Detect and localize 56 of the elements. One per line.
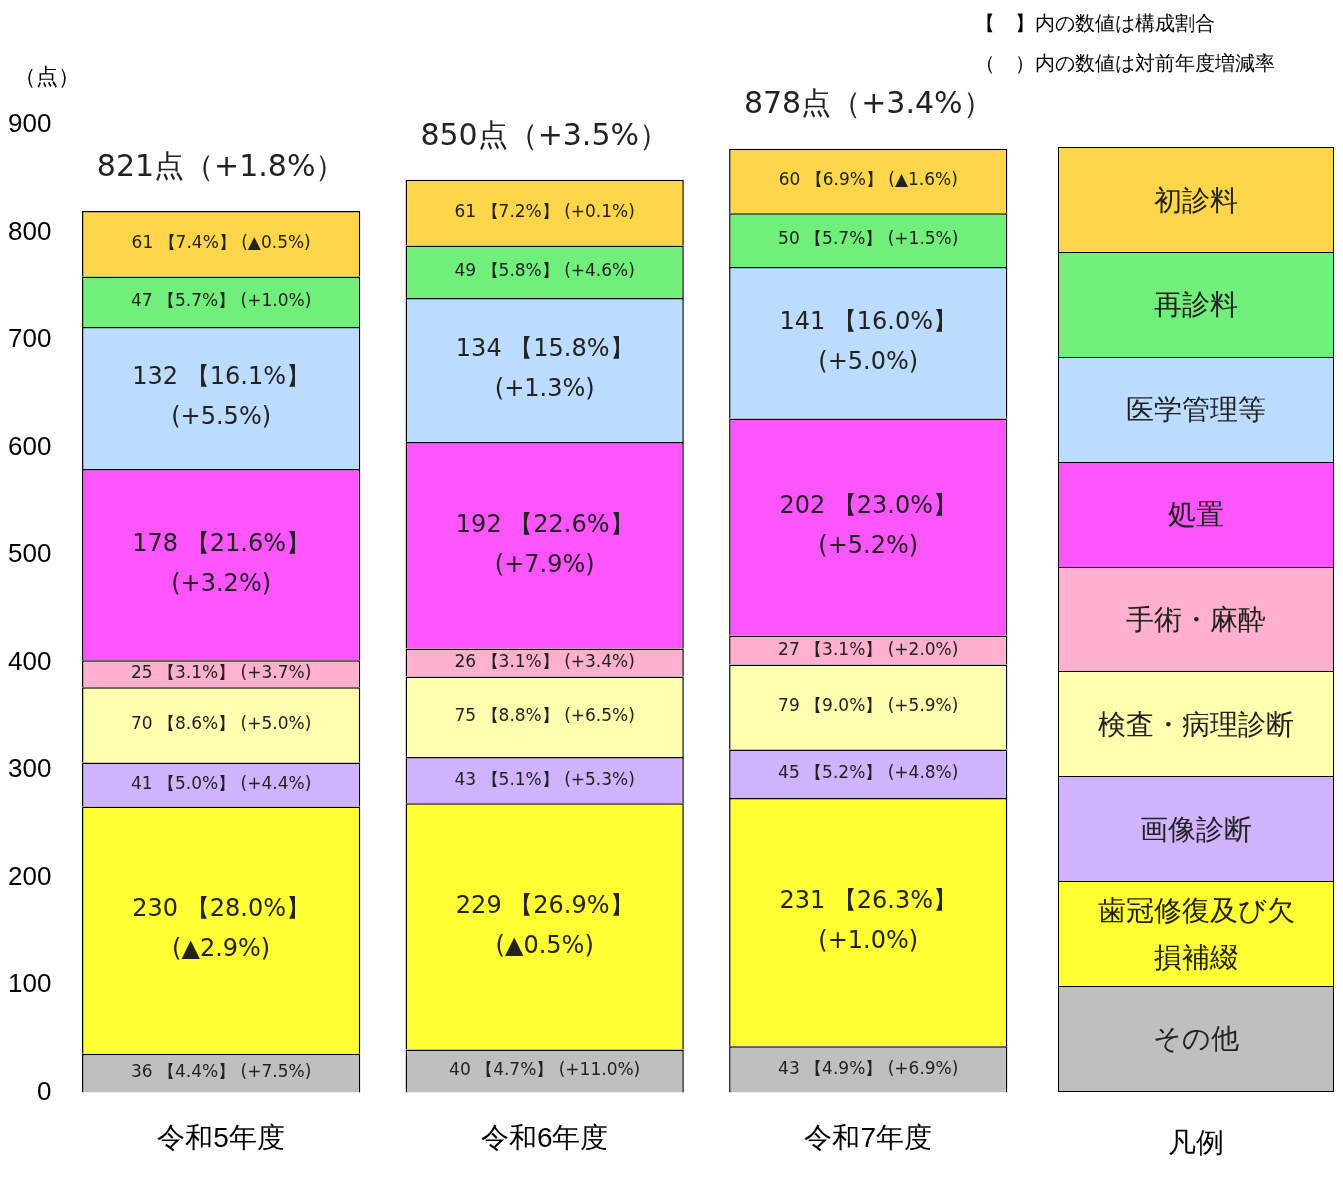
data-label: 41 【5.0%】 (+4.4%)	[130, 772, 312, 793]
text: 再診料	[1058, 252, 1334, 359]
legend-title: 凡例	[1167, 1125, 1225, 1162]
data-label: 40 【4.7%】 (+11.0%)	[449, 1059, 641, 1080]
data-label: 26 【3.1%】 (+3.4%)	[454, 650, 635, 671]
data-label: 75 【8.8%】 (+6.5%)	[454, 705, 635, 726]
data-label: 141 【16.0%】 (+5.0%)	[779, 306, 958, 375]
y-tick-label: 400	[7, 645, 52, 676]
y-tick-label: 900	[7, 108, 52, 139]
text: 処置	[1058, 461, 1334, 569]
text: 歯冠修復及び欠損補綴	[1058, 881, 1334, 988]
y-tick-label: 800	[7, 215, 52, 246]
data-label: 50 【5.7%】 (+1.5%)	[778, 228, 959, 249]
data-label: 43 【5.1%】 (+5.3%)	[454, 768, 635, 789]
text: 画像診断	[1058, 776, 1334, 883]
data-label: 192 【22.6%】 (+7.9%)	[455, 509, 634, 578]
data-label: 43 【4.9%】 (+6.9%)	[778, 1057, 959, 1078]
data-label: 70 【8.6%】 (+5.0%)	[130, 713, 312, 734]
total-label: 878点（+3.4%）	[743, 85, 993, 121]
data-label: 231 【26.3%】 (+1.0%)	[779, 886, 958, 955]
data-label: 49 【5.8%】 (+4.6%)	[454, 260, 635, 281]
x-tick-label: 令和6年度	[480, 1121, 609, 1153]
data-label: 134 【15.8%】 (+1.3%)	[455, 334, 634, 403]
data-label: 79 【9.0%】 (+5.9%)	[778, 695, 959, 716]
y-axis-title: （点）	[14, 63, 80, 91]
total-label: 821点（+1.8%）	[96, 147, 346, 183]
text: 医学管理等	[1058, 356, 1334, 464]
y-tick-label: 700	[7, 323, 52, 354]
data-label: 45 【5.2%】 (+4.8%)	[778, 762, 959, 783]
y-tick-label: 200	[7, 860, 52, 891]
x-tick-label: 令和7年度	[804, 1121, 933, 1153]
text: 手術・麻酔	[1058, 566, 1334, 673]
data-label: 60 【6.9%】 (▲1.6%)	[778, 169, 958, 190]
data-label: 230 【28.0%】 (▲2.9%)	[132, 894, 310, 963]
y-tick-label: 600	[7, 430, 52, 461]
y-tick-label: 0	[36, 1075, 52, 1106]
text: その他	[1058, 986, 1334, 1093]
data-label: 27 【3.1%】 (+2.0%)	[778, 638, 959, 659]
data-label: 178 【21.6%】 (+3.2%)	[132, 528, 310, 597]
data-label: 229 【26.9%】 (▲0.5%)	[455, 890, 634, 959]
data-label: 61 【7.2%】 (+0.1%)	[454, 201, 635, 222]
data-label: 36 【4.4%】 (+7.5%)	[130, 1061, 312, 1082]
total-label: 850点（+3.5%）	[420, 116, 669, 152]
y-tick-label: 100	[7, 968, 52, 999]
data-label: 61 【7.4%】 (▲0.5%)	[131, 232, 311, 253]
text: 初診料	[1058, 147, 1334, 254]
text: （ ）内の数値は対前年度増減率	[975, 50, 1275, 77]
data-label: 202 【23.0%】 (+5.2%)	[779, 491, 958, 560]
x-tick-label: 令和5年度	[157, 1121, 285, 1153]
y-tick-label: 500	[7, 538, 52, 569]
data-label: 25 【3.1%】 (+3.7%)	[130, 662, 312, 683]
y-tick-label: 300	[7, 753, 52, 784]
data-label: 132 【16.1%】 (+5.5%)	[132, 362, 310, 431]
data-label: 47 【5.7%】 (+1.0%)	[130, 290, 312, 311]
text: 【 】内の数値は構成割合	[975, 10, 1215, 37]
text: 検査・病理診断	[1058, 671, 1334, 778]
